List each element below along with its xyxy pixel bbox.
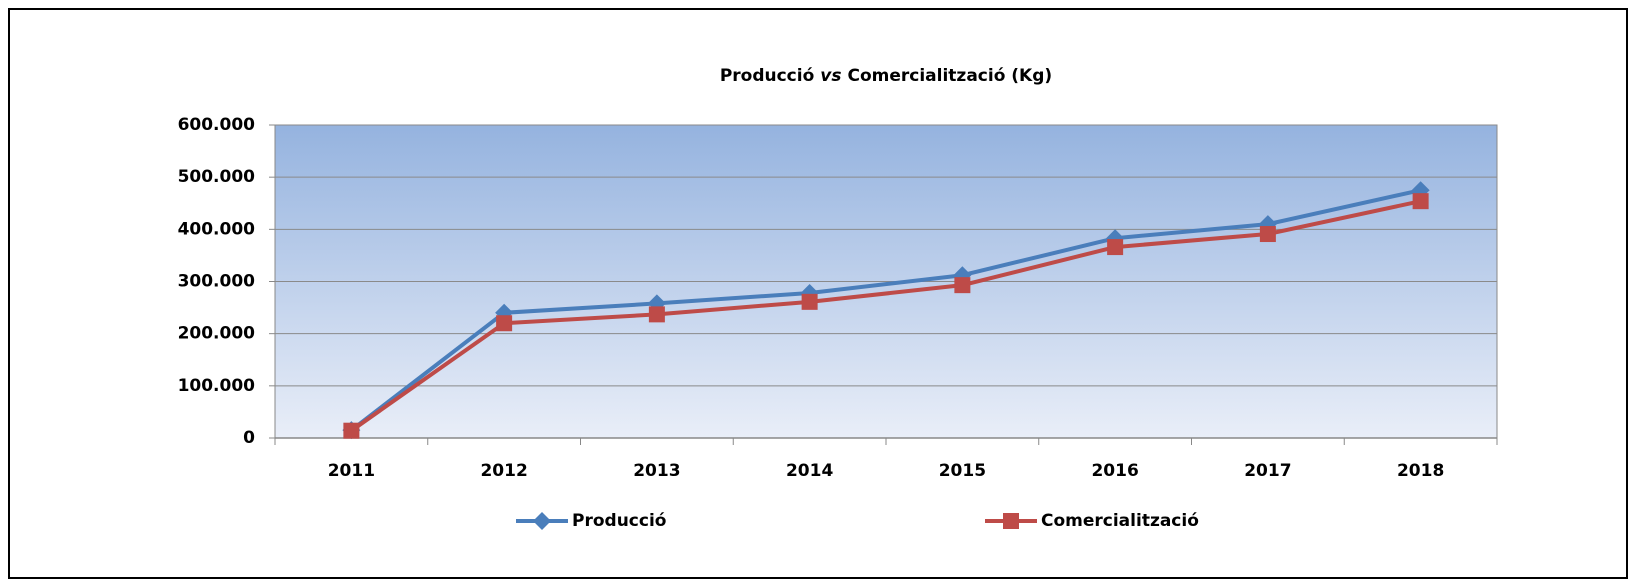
marker	[648, 306, 665, 323]
y-tick-label: 100.000	[178, 376, 256, 396]
title-part: vs	[820, 66, 841, 86]
legend-label: Comercialització	[1041, 511, 1199, 531]
x-tick-label: 2013	[633, 461, 680, 481]
marker	[1259, 226, 1276, 243]
marker	[801, 293, 818, 310]
y-tick-label: 600.000	[178, 115, 256, 135]
series-line	[350, 188, 1422, 432]
y-tick-label: 200.000	[178, 324, 256, 344]
chart-title: Producció vs Comercialització (Kg)	[720, 66, 1052, 86]
marker	[1107, 239, 1124, 256]
x-tick-label: 2015	[939, 461, 986, 481]
legend-marker	[533, 512, 551, 530]
title-part: Comercialització (Kg)	[847, 66, 1052, 86]
x-tick-label: 2017	[1244, 461, 1291, 481]
marker	[496, 315, 513, 332]
y-tick-label: 300.000	[178, 272, 256, 292]
x-tick-label: 2011	[328, 461, 375, 481]
series-line	[350, 199, 1422, 433]
marker	[954, 277, 971, 294]
x-tick-label: 2014	[786, 461, 833, 481]
legend-marker	[1003, 513, 1019, 529]
x-tick-label: 2012	[480, 461, 527, 481]
title-part: Producció	[720, 66, 814, 86]
y-tick-label: 400.000	[178, 219, 256, 239]
x-tick-label: 2018	[1397, 461, 1444, 481]
y-tick-label: 500.000	[178, 167, 256, 187]
legend-label: Producció	[572, 511, 666, 531]
y-tick-label: 0	[243, 428, 255, 448]
marker	[1412, 193, 1429, 210]
x-tick-label: 2016	[1091, 461, 1138, 481]
marker	[343, 422, 360, 439]
